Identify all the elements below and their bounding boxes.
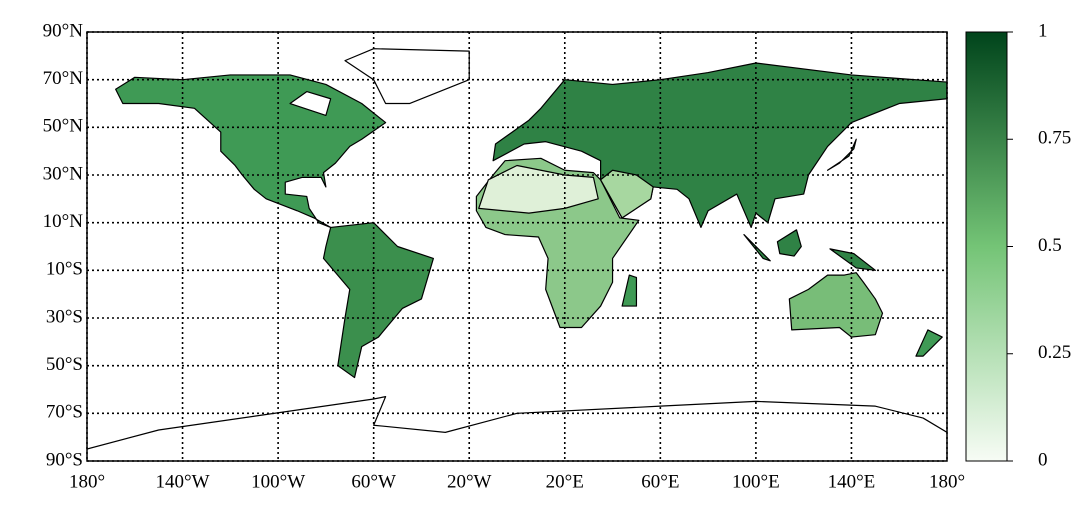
x-tick-label: 100°W bbox=[251, 471, 305, 492]
y-tick-label: 10°S bbox=[46, 259, 83, 280]
colorbar-tick-label: 0.5 bbox=[1038, 235, 1062, 256]
y-tick-label: 50°N bbox=[43, 116, 84, 137]
colorbar bbox=[965, 31, 1008, 462]
north-america bbox=[116, 75, 386, 228]
y-tick-label: 90°N bbox=[43, 20, 84, 41]
x-tick-label: 60°W bbox=[351, 471, 396, 492]
arabia bbox=[601, 170, 654, 218]
colorbar-tick-label: 0.25 bbox=[1038, 342, 1071, 363]
colorbar-tick-label: 0.75 bbox=[1038, 128, 1071, 149]
japan bbox=[828, 139, 857, 170]
x-tick-label: 60°E bbox=[641, 471, 679, 492]
new-guinea bbox=[830, 249, 875, 270]
y-tick-label: 70°S bbox=[46, 402, 83, 423]
y-tick-label: 50°S bbox=[46, 354, 83, 375]
new-zealand bbox=[916, 330, 942, 356]
greenland bbox=[345, 49, 469, 104]
australia bbox=[789, 273, 882, 337]
y-tick-label: 10°N bbox=[43, 211, 84, 232]
y-tick-label: 30°N bbox=[43, 163, 84, 184]
madagascar bbox=[622, 275, 636, 306]
x-tick-label: 20°W bbox=[447, 471, 492, 492]
colorbar-tick-label: 0 bbox=[1038, 449, 1048, 470]
map-frame bbox=[86, 31, 948, 462]
land-layer bbox=[87, 49, 947, 449]
x-tick-label: 140°E bbox=[828, 471, 876, 492]
x-tick-label: 180° bbox=[69, 471, 105, 492]
x-tick-label: 20°E bbox=[546, 471, 584, 492]
colorbar-tick-label: 1 bbox=[1038, 20, 1048, 41]
y-tick-label: 90°S bbox=[46, 449, 83, 470]
south-america bbox=[323, 223, 433, 378]
x-tick-label: 100°E bbox=[732, 471, 780, 492]
x-tick-label: 140°W bbox=[156, 471, 210, 492]
x-tick-label: 180° bbox=[929, 471, 965, 492]
map-area bbox=[87, 49, 947, 449]
y-tick-label: 70°N bbox=[43, 68, 84, 89]
borneo bbox=[777, 230, 801, 256]
antarctica-coast bbox=[87, 397, 947, 449]
y-tick-label: 30°S bbox=[46, 306, 83, 327]
hudson-bay bbox=[290, 92, 331, 116]
sumatra bbox=[744, 235, 770, 261]
